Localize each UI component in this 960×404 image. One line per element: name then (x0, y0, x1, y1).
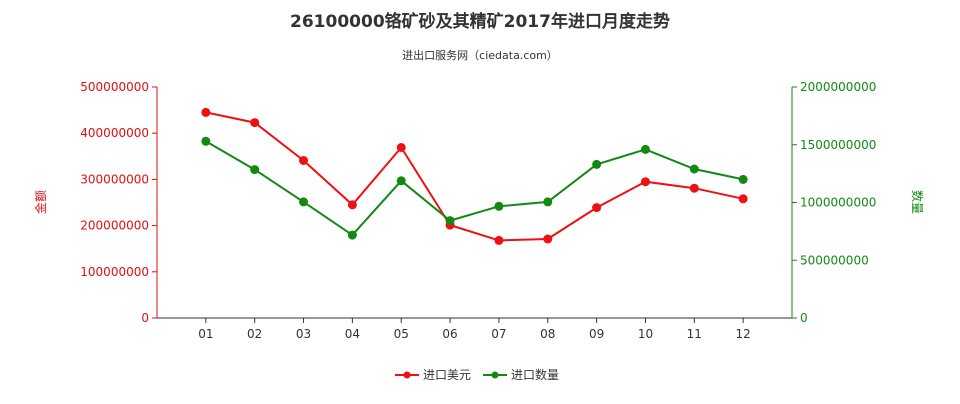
series-2-point (299, 197, 309, 207)
legend-label-series-1: 进口美元 (423, 368, 471, 382)
x-tick-label: 05 (394, 327, 409, 341)
series-1-point (689, 183, 699, 193)
x-tick-label: 04 (345, 327, 360, 341)
y-right-tick-label: 1500000000 (800, 138, 876, 152)
series-2-point (494, 201, 504, 211)
legend-marker-series-1 (403, 371, 411, 379)
series-2-point (543, 197, 553, 207)
legend-item-series-2[interactable]: 进口数量 (483, 367, 559, 382)
series-1-point (347, 200, 357, 210)
series-1-point (201, 107, 211, 117)
series-2-point (445, 216, 455, 226)
y-left-tick-label: 0 (141, 311, 149, 325)
series-1-point (543, 234, 553, 244)
x-tick-label: 02 (247, 327, 262, 341)
chart-title: 26100000铬矿砂及其精矿2017年进口月度走势 (290, 11, 670, 32)
x-tick-label: 10 (638, 327, 653, 341)
series-2-point (250, 165, 260, 175)
x-tick-label: 01 (198, 327, 213, 341)
y-right-tick-label: 0 (800, 311, 808, 325)
legend-label-series-2: 进口数量 (511, 367, 559, 382)
x-tick-label: 07 (491, 327, 506, 341)
series-line-1 (205, 111, 744, 242)
y-left-tick-label: 300000000 (80, 172, 149, 186)
series-1-point (494, 235, 504, 245)
series-2-point (201, 136, 211, 146)
y-axis-left-label: 金额 (33, 190, 48, 214)
chart-subtitle: 进出口服务网（ciedata.com） (402, 48, 558, 62)
y-right-tick-label: 1000000000 (800, 196, 876, 210)
series-2-point (640, 144, 650, 154)
series-2-point (592, 159, 602, 169)
y-right-tick-label: 2000000000 (800, 80, 876, 94)
x-tick-label: 11 (687, 327, 702, 341)
y-left-tick-label: 200000000 (80, 219, 149, 233)
legend-item-series-1[interactable]: 进口美元 (395, 368, 471, 382)
axes-layer: 0 100000000 200000000 300000000 400000000 500… (80, 80, 876, 341)
series-line-2 (205, 140, 744, 237)
x-tick-label: 09 (589, 327, 604, 341)
series-1-point (299, 156, 309, 165)
legend: 进口美元 进口数量 (395, 367, 559, 382)
series-layer (201, 107, 748, 245)
series-1-point (738, 194, 748, 204)
y-right-tick-label: 500000000 (800, 253, 869, 267)
series-1-point (396, 143, 406, 152)
x-tick-label: 03 (296, 327, 311, 341)
series-1-point (640, 177, 650, 187)
y-left-tick-label: 500000000 (80, 80, 149, 94)
series-1-point (592, 203, 602, 213)
series-2-point (689, 164, 699, 174)
y-left-tick-label: 400000000 (80, 126, 149, 140)
legend-marker-series-2 (491, 371, 499, 379)
series-2-point (347, 230, 357, 240)
x-tick-label: 08 (540, 327, 555, 341)
y-left-tick-label: 100000000 (80, 265, 149, 279)
y-axis-right-label: 数量 (910, 190, 925, 214)
series-2-point (396, 176, 406, 186)
series-1-point (250, 118, 260, 128)
x-tick-label: 06 (442, 327, 457, 341)
x-tick-label: 12 (736, 327, 751, 341)
series-2-point (738, 174, 748, 184)
